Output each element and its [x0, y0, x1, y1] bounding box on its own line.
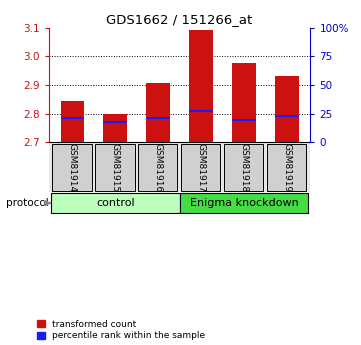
- Bar: [275, 76, 299, 142]
- Bar: [232, 119, 256, 121]
- Bar: [189, 30, 213, 142]
- Bar: [180, 193, 308, 213]
- Title: GDS1662 / 151266_at: GDS1662 / 151266_at: [106, 13, 253, 27]
- Bar: [275, 116, 299, 117]
- Text: Enigma knockdown: Enigma knockdown: [190, 198, 298, 208]
- Bar: [146, 83, 170, 142]
- Text: GSM81914: GSM81914: [68, 143, 77, 192]
- Bar: [51, 193, 180, 213]
- Bar: [224, 144, 263, 191]
- Text: GSM81918: GSM81918: [239, 143, 248, 192]
- Legend: transformed count, percentile rank within the sample: transformed count, percentile rank withi…: [37, 320, 205, 341]
- Text: GSM81915: GSM81915: [111, 143, 120, 192]
- Text: GSM81919: GSM81919: [282, 143, 291, 192]
- Text: GSM81916: GSM81916: [154, 143, 163, 192]
- Text: GSM81917: GSM81917: [196, 143, 205, 192]
- Bar: [267, 144, 306, 191]
- Bar: [146, 117, 170, 119]
- Bar: [189, 110, 213, 112]
- Bar: [181, 144, 220, 191]
- Text: protocol: protocol: [6, 198, 49, 208]
- Bar: [95, 144, 135, 191]
- Bar: [52, 144, 92, 191]
- Bar: [232, 63, 256, 142]
- Bar: [104, 114, 127, 142]
- Text: GDS1662: GDS1662: [5, 239, 12, 240]
- Text: control: control: [96, 198, 135, 208]
- Bar: [61, 117, 84, 119]
- Bar: [104, 121, 127, 123]
- Bar: [61, 101, 84, 142]
- Bar: [138, 144, 178, 191]
